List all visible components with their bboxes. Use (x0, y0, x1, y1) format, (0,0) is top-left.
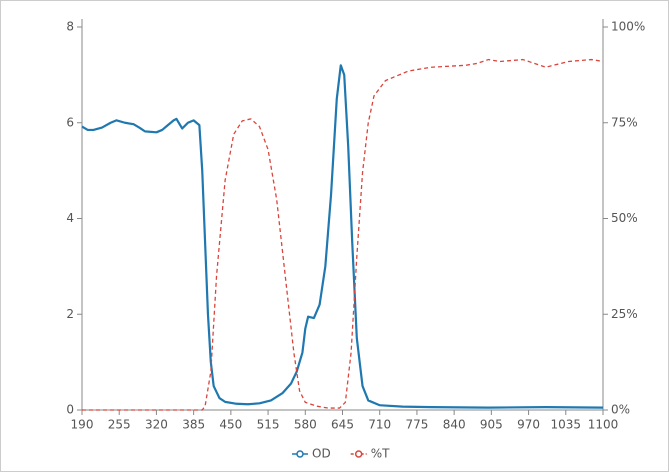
x-tick-label: 970 (517, 418, 540, 432)
x-tick-label: 255 (108, 418, 131, 432)
y-tick-label: 0 (66, 403, 74, 417)
x-tick-label: 450 (219, 418, 242, 432)
series-line (82, 58, 604, 411)
y-tick-label: 2 (66, 307, 74, 321)
x-tick-label: 840 (443, 418, 466, 432)
y2-tick-label: 25% (611, 307, 638, 321)
x-tick-label: 905 (480, 418, 503, 432)
x-tick-label: 320 (145, 418, 168, 432)
y2-tick-label: 100% (611, 20, 645, 34)
y2-tick-label: 50% (611, 211, 638, 225)
x-tick-label: 775 (405, 418, 428, 432)
x-tick-label: 515 (257, 418, 280, 432)
x-tick-label: 385 (182, 418, 205, 432)
series-line (81, 64, 604, 409)
x-tick-label: 190 (71, 418, 94, 432)
legend-marker (296, 450, 304, 458)
x-tick-label: 710 (368, 418, 391, 432)
y-tick-label: 8 (66, 20, 74, 34)
x-tick-label: 1035 (551, 418, 582, 432)
y2-tick-label: 0% (611, 403, 630, 417)
x-tick-label: 1100 (588, 418, 619, 432)
y-tick-label: 4 (66, 211, 74, 225)
legend-item: %T (350, 447, 390, 461)
x-tick-label: 580 (294, 418, 317, 432)
legend-label: %T (371, 447, 390, 461)
y2-tick-label: 75% (611, 115, 638, 129)
legend-label: OD (312, 447, 331, 461)
x-tick-label: 645 (331, 418, 354, 432)
legend-marker (354, 450, 363, 458)
legend-item: OD (292, 447, 331, 461)
y-tick-label: 6 (66, 115, 74, 129)
